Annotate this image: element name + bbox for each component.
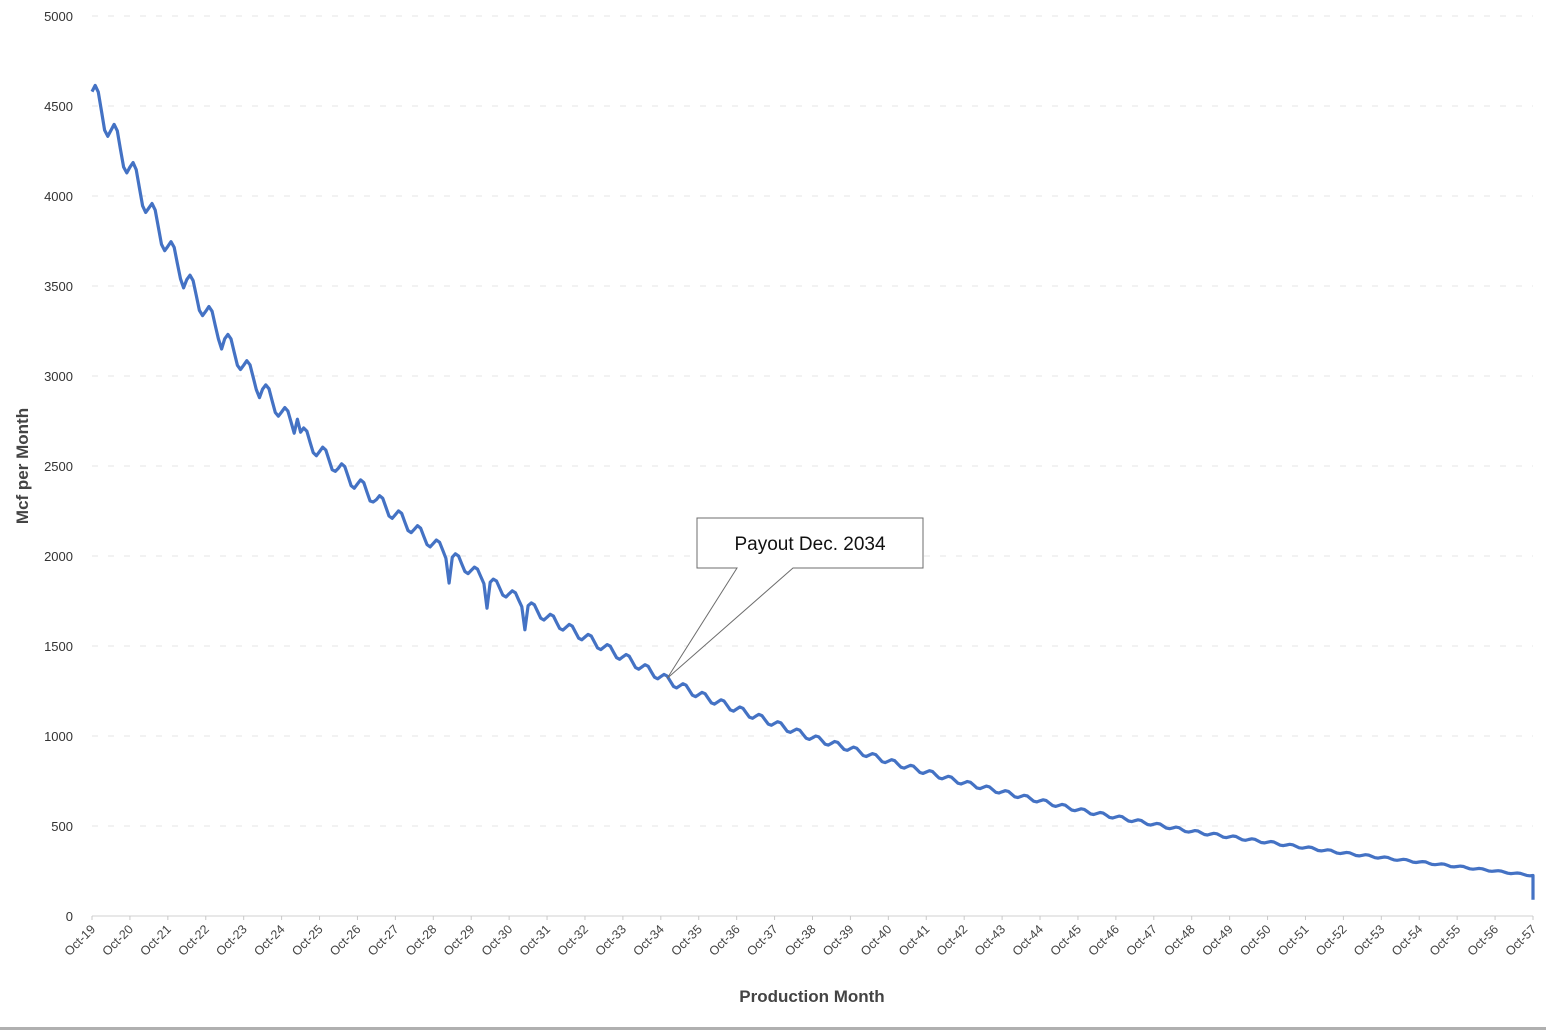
y-tick-label: 4000 [44, 189, 73, 204]
x-tick-label: Oct-28 [403, 922, 439, 958]
x-tick-label: Oct-21 [138, 922, 174, 958]
x-tick-label: Oct-50 [1237, 922, 1273, 958]
x-tick-label: Oct-19 [62, 922, 98, 958]
x-tick-label: Oct-33 [593, 922, 629, 958]
x-tick-label: Oct-48 [1161, 922, 1197, 958]
x-tick-label: Oct-42 [934, 922, 970, 958]
x-tick-label: Oct-34 [631, 922, 667, 958]
x-tick-label: Oct-23 [213, 922, 249, 958]
x-tick-label: Oct-43 [972, 922, 1008, 958]
x-tick-label: Oct-53 [1351, 922, 1387, 958]
y-tick-label: 2000 [44, 549, 73, 564]
x-tick-label: Oct-26 [327, 922, 363, 958]
x-axis: Oct-19 Oct-20 Oct-21 Oct-22 Oct-23 Oct-24 Oct-… [62, 915, 1539, 959]
x-axis-title: Production Month [739, 987, 884, 1006]
x-tick-label: Oct-56 [1465, 922, 1501, 958]
y-axis: 0 500 1000 1500 2000 2500 3000 3500 4000 4500 5000 [44, 9, 73, 924]
callout-label: Payout Dec. 2034 [734, 534, 885, 555]
x-tick-label: Oct-49 [1199, 922, 1235, 958]
x-tick-label: Oct-38 [782, 922, 818, 958]
y-tick-label: 0 [66, 909, 73, 924]
x-tick-label: Oct-36 [706, 922, 742, 958]
x-tick-label: Oct-57 [1503, 922, 1539, 958]
x-tick-label: Oct-29 [441, 922, 477, 958]
x-tick-label: Oct-47 [1123, 922, 1159, 958]
x-tick-label: Oct-44 [1010, 922, 1046, 958]
callout-box [666, 517, 924, 679]
x-tick-label: Oct-46 [1086, 922, 1122, 958]
y-tick-label: 3000 [44, 369, 73, 384]
x-tick-label: Oct-52 [1313, 922, 1349, 958]
bottom-border [0, 1027, 1546, 1030]
y-tick-label: 1000 [44, 729, 73, 744]
x-tick-label: Oct-54 [1389, 922, 1425, 958]
x-tick-label: Oct-51 [1275, 922, 1311, 958]
y-axis-title: Mcf per Month [13, 408, 32, 524]
x-tick-label: Oct-20 [100, 922, 136, 958]
series-layer [90, 83, 1535, 900]
y-tick-label: 5000 [44, 9, 73, 24]
y-tick-label: 500 [51, 819, 73, 834]
x-tick-label: Oct-37 [744, 922, 780, 958]
y-tick-label: 1500 [44, 639, 73, 654]
x-tick-label: Oct-25 [289, 922, 325, 958]
x-tick-label: Oct-39 [820, 922, 856, 958]
x-tick-label: Oct-32 [555, 922, 591, 958]
gridlines [92, 15, 1533, 917]
series-line [90, 83, 1535, 900]
x-tick-label: Oct-24 [251, 922, 287, 958]
x-tick-label: Oct-27 [365, 922, 401, 958]
x-tick-label: Oct-22 [175, 922, 211, 958]
x-tick-label: Oct-40 [858, 922, 894, 958]
y-tick-label: 3500 [44, 279, 73, 294]
y-tick-label: 4500 [44, 99, 73, 114]
annotation: Payout Dec. 2034 [666, 517, 924, 679]
x-tick-label: Oct-31 [517, 922, 553, 958]
y-tick-label: 2500 [44, 459, 73, 474]
x-tick-label: Oct-35 [668, 922, 704, 958]
x-tick-label: Oct-45 [1048, 922, 1084, 958]
x-tick-label: Oct-30 [479, 922, 515, 958]
x-tick-label: Oct-55 [1427, 922, 1463, 958]
x-tick-label: Oct-41 [896, 922, 932, 958]
